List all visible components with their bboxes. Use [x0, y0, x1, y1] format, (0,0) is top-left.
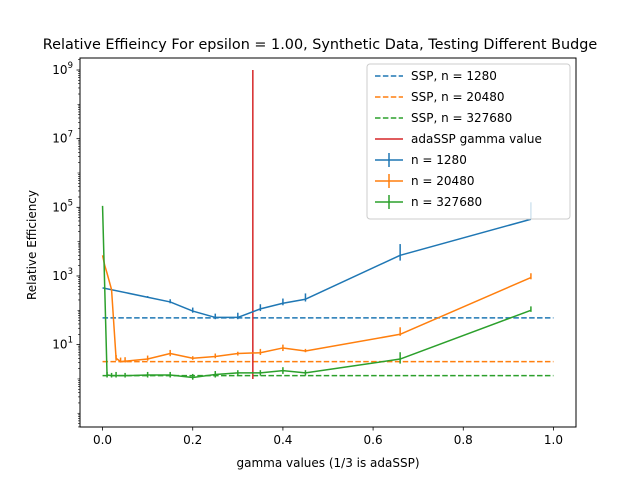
legend-entry-6: n = 327680	[375, 195, 482, 209]
y-tick-label-3: 107	[52, 130, 73, 146]
legend: SSP, n = 1280 SSP, n = 20480 SSP, n = 3276…	[366, 63, 571, 220]
series-1	[101, 255, 532, 363]
legend-entry-0: SSP, n = 1280	[375, 69, 497, 83]
x-tick-label-3: 0.6	[364, 433, 383, 447]
legend-entry-1: SSP, n = 20480	[375, 90, 505, 104]
series-line-0	[102, 218, 532, 319]
legend-entry-5: n = 20480	[375, 174, 474, 188]
x-tick-label-0: 0.0	[93, 433, 112, 447]
chart-title: Relative Effieincy For epsilon = 1.00, S…	[43, 37, 598, 53]
x-axis-title: gamma values (1/3 is adaSSP)	[236, 456, 419, 470]
axes-frame	[79, 57, 577, 428]
y-tick-label-4: 109	[52, 61, 73, 77]
legend-label-4: n = 1280	[411, 153, 467, 167]
legend-entry-3: adaSSP gamma value	[375, 132, 542, 146]
legend-label-1: SSP, n = 20480	[411, 90, 505, 104]
legend-label-6: n = 327680	[411, 195, 482, 209]
y-tick-label-1: 103	[52, 267, 73, 283]
y-tick-label-0: 101	[52, 336, 73, 352]
legend-entry-4: n = 1280	[375, 153, 467, 167]
legend-label-5: n = 20480	[411, 174, 474, 188]
series-line-1	[101, 255, 532, 363]
legend-label-0: SSP, n = 1280	[411, 69, 497, 83]
y-axis-title: Relative Efficiency	[25, 190, 39, 300]
x-tick-label-4: 0.8	[454, 433, 473, 447]
legend-entry-2: SSP, n = 327680	[375, 111, 512, 125]
x-tick-label-1: 0.2	[183, 433, 202, 447]
x-tick-label-5: 1.0	[544, 433, 563, 447]
plot-area	[101, 70, 554, 380]
legend-box	[366, 63, 571, 220]
series-2	[101, 205, 532, 380]
legend-label-3: adaSSP gamma value	[411, 132, 542, 146]
axes: 0.0 0.2 0.4 0.6 0.8 1.0 101 103 105 107 109	[52, 57, 577, 447]
series-line-2	[101, 205, 532, 379]
series-0	[102, 202, 532, 320]
x-tick-label-2: 0.4	[273, 433, 292, 447]
legend-label-2: SSP, n = 327680	[411, 111, 512, 125]
y-tick-label-2: 105	[52, 198, 73, 214]
